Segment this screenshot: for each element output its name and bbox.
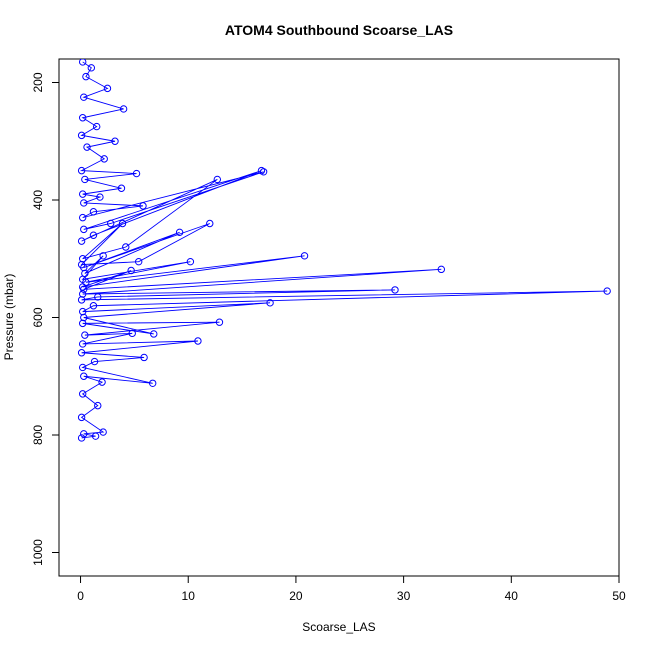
x-tick-label: 20 — [289, 589, 303, 603]
data-point — [77, 413, 86, 422]
x-tick-label: 0 — [77, 589, 84, 603]
y-axis-ticks: 200 400 600 800 1000 — [31, 72, 59, 566]
data-point — [89, 208, 98, 216]
data-point — [213, 175, 222, 184]
plot-frame — [58, 58, 620, 577]
x-tick-label: 10 — [182, 589, 196, 603]
data-point — [134, 257, 143, 266]
data-point — [106, 219, 115, 228]
data-point — [122, 243, 130, 251]
x-tick-label: 50 — [612, 589, 626, 603]
data-point — [78, 190, 87, 198]
data-point — [80, 93, 88, 101]
x-axis-label: Scoarse_LAS — [302, 620, 375, 634]
data-point — [148, 379, 157, 387]
data-point — [103, 84, 112, 93]
data-point — [80, 430, 88, 438]
data-point — [132, 169, 141, 178]
data-point — [119, 105, 128, 113]
data-point — [87, 64, 96, 72]
data-point — [89, 302, 98, 310]
data-point — [175, 228, 184, 237]
y-tick-label: 600 — [31, 307, 45, 327]
data-point — [83, 143, 91, 151]
data-point — [128, 329, 136, 338]
data-point — [215, 318, 224, 326]
data-point — [139, 202, 147, 210]
data-point — [603, 287, 611, 295]
y-tick-label: 800 — [31, 425, 45, 445]
data-point — [111, 137, 119, 145]
data-point — [78, 363, 87, 372]
data-point — [81, 175, 89, 184]
y-tick-label: 200 — [31, 72, 45, 92]
data-point — [91, 432, 100, 440]
data-point — [77, 166, 86, 175]
x-tick-label: 40 — [505, 589, 519, 603]
data-point — [300, 252, 309, 260]
data-point — [90, 357, 99, 366]
data-point — [78, 319, 87, 328]
data-point — [266, 299, 274, 307]
x-axis-ticks: 0 10 20 30 40 50 — [77, 576, 626, 603]
data-point — [78, 213, 87, 222]
data-point — [206, 219, 214, 228]
data-point — [78, 340, 87, 348]
data-point — [78, 59, 87, 66]
data-point — [81, 331, 89, 339]
data-point — [94, 401, 102, 410]
data-point — [96, 193, 104, 201]
y-tick-label: 400 — [31, 190, 45, 210]
data-point — [80, 285, 88, 293]
data-point — [140, 353, 148, 362]
y-tick-label: 1000 — [31, 539, 45, 566]
data-point — [82, 72, 90, 81]
series-group — [77, 59, 611, 442]
data-point — [127, 266, 135, 275]
data-point — [77, 434, 86, 442]
data-point — [186, 257, 195, 266]
data-point — [257, 166, 266, 175]
series-line — [79, 61, 608, 439]
data-point — [78, 114, 87, 122]
data-point — [80, 199, 88, 207]
data-point — [194, 337, 202, 345]
series-marks — [77, 59, 611, 442]
data-point — [391, 286, 399, 294]
data-point — [98, 378, 106, 386]
data-point — [92, 122, 101, 131]
x-tick-label: 30 — [397, 589, 411, 603]
data-point — [99, 428, 107, 436]
data-point — [94, 293, 102, 301]
data-point — [89, 231, 98, 239]
data-point — [100, 155, 108, 163]
data-point — [118, 219, 127, 228]
data-point — [80, 225, 88, 234]
chart-title: ATOM4 Southbound Scoarse_LAS — [225, 22, 453, 38]
data-point — [77, 296, 86, 304]
data-point — [77, 131, 86, 140]
data-point — [78, 390, 87, 398]
data-point — [117, 184, 126, 192]
data-point — [99, 252, 107, 260]
data-point — [437, 265, 446, 274]
data-point — [77, 237, 86, 245]
y-axis-label: Pressure (mbar) — [2, 274, 16, 361]
data-point — [80, 372, 88, 380]
data-point — [150, 330, 158, 338]
data-point — [77, 349, 86, 357]
